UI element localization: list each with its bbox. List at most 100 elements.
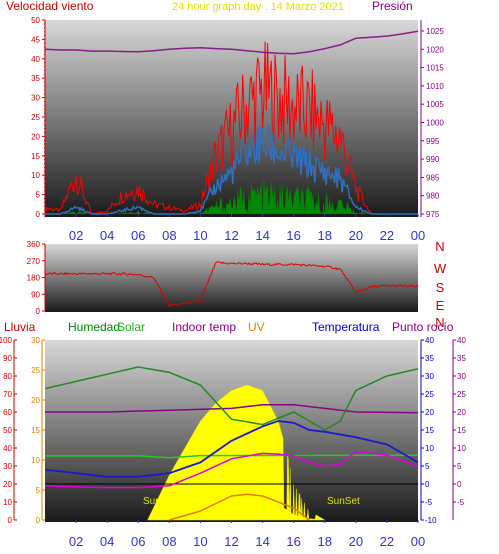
dew-tick-label: 40: [457, 336, 466, 345]
pressure-tick-label: 1010: [426, 82, 444, 91]
direction-tick-label: 270: [27, 257, 41, 266]
temp-tick-label: 10: [425, 444, 434, 453]
lluvia-tick-label: 50: [3, 426, 12, 435]
wind-tick-label: 30: [31, 94, 40, 103]
humidity-line: [44, 366, 419, 431]
temp-tick-label: 25: [425, 390, 434, 399]
x-tick-label: 04: [100, 228, 114, 243]
x-tick-label: 00: [411, 228, 425, 243]
dew-tick-label: 5: [457, 462, 462, 471]
x-tick-label: 12: [224, 228, 238, 243]
chart-title: 24 hour graph day . 14 Marzo 2021: [172, 1, 344, 13]
x-tick-label: 08: [162, 534, 176, 549]
temp-tick-label: 20: [425, 408, 434, 417]
x-tick-label: 04: [100, 534, 114, 549]
dew-tick-label: -5: [457, 498, 465, 507]
legend-indoor-temp: Indoor temp: [172, 320, 236, 334]
legend-temperatura: Temperatura: [312, 320, 380, 334]
x-tick-label: 02: [69, 228, 83, 243]
lluvia-tick-label: 80: [3, 372, 12, 381]
temp-tick-label: 0: [425, 480, 430, 489]
wind-tick-label: 5: [36, 191, 41, 200]
uv-line: [169, 493, 310, 521]
uv-tick-label: 20: [31, 396, 40, 405]
pressure-tick-label: 1000: [426, 118, 444, 127]
lluvia-tick-label: 20: [3, 480, 12, 489]
pressure-label: Presión: [372, 0, 413, 13]
wind-tick-label: 15: [31, 152, 40, 161]
compass-label-w: W: [434, 261, 447, 276]
legend-uv: UV: [248, 320, 265, 334]
pressure-tick-label: 1020: [426, 45, 444, 54]
dew-point-line: [44, 450, 419, 489]
wind-tick-label: 45: [31, 35, 40, 44]
chart-marks: 0510152025303540455097598098599099510001…: [0, 16, 466, 549]
legend-solar: Solar: [117, 320, 145, 334]
x-tick-label: 00: [411, 534, 425, 549]
direction-panel-bg: [45, 244, 418, 312]
pressure-tick-label: 995: [426, 137, 440, 146]
direction-tick-label: 180: [27, 274, 41, 283]
uv-tick-label: 5: [36, 486, 41, 495]
x-tick-label: 10: [193, 534, 207, 549]
x-tick-label: 14: [255, 534, 269, 549]
solar-area: [147, 384, 326, 521]
x-tick-label: 14: [255, 228, 269, 243]
lluvia-tick-label: 100: [0, 336, 13, 345]
dew-tick-label: 20: [457, 408, 466, 417]
wind-tick-label: 25: [31, 113, 40, 122]
lluvia-tick-label: 90: [3, 354, 12, 363]
compass-label-s: S: [436, 280, 445, 295]
temperature-line: [44, 420, 419, 478]
x-tick-label: 18: [318, 534, 332, 549]
dew-tick-label: 15: [457, 426, 466, 435]
temp-tick-label: -5: [425, 498, 433, 507]
uv-tick-label: 25: [31, 366, 40, 375]
x-tick-label: 06: [131, 228, 145, 243]
lluvia-tick-label: 70: [3, 390, 12, 399]
wind-tick-label: 20: [31, 132, 40, 141]
wind-panel-bg: [45, 20, 418, 217]
x-tick-label: 18: [318, 228, 332, 243]
lluvia-tick-label: 40: [3, 444, 12, 453]
temp-tick-label: 5: [425, 462, 430, 471]
direction-tick-label: 360: [27, 240, 41, 249]
pressure-tick-label: 980: [426, 192, 440, 201]
pressure-tick-label: 975: [426, 210, 440, 219]
x-tick-label: 16: [286, 534, 300, 549]
dew-tick-label: 10: [457, 444, 466, 453]
uv-tick-label: 0: [36, 516, 41, 525]
x-tick-label: 22: [380, 534, 394, 549]
dew-tick-label: 30: [457, 372, 466, 381]
wind-tick-label: 0: [36, 210, 41, 219]
x-tick-label: 08: [162, 228, 176, 243]
temp-tick-label: 35: [425, 354, 434, 363]
wind-tick-label: 35: [31, 74, 40, 83]
legend-punto-rocio: Punto rocío: [392, 320, 454, 334]
pressure-tick-label: 1005: [426, 100, 444, 109]
wind-tick-label: 10: [31, 171, 40, 180]
dew-tick-label: 35: [457, 354, 466, 363]
dew-tick-label: 0: [457, 480, 462, 489]
x-tick-label: 16: [286, 228, 300, 243]
x-tick-label: 02: [69, 534, 83, 549]
compass-label-e: E: [436, 298, 445, 313]
x-tick-label: 22: [380, 228, 394, 243]
direction-tick-label: 0: [36, 307, 41, 316]
temp-tick-label: -10: [425, 516, 437, 525]
pressure-tick-label: 1025: [426, 27, 444, 36]
x-tick-label: 20: [349, 534, 363, 549]
legend-lluvia: Lluvia: [4, 320, 36, 334]
x-tick-label: 10: [193, 228, 207, 243]
direction-tick-label: 90: [31, 290, 40, 299]
lluvia-tick-label: 10: [3, 498, 12, 507]
pressure-line: [44, 30, 419, 55]
temp-tick-label: 15: [425, 426, 434, 435]
temp-tick-label: 40: [425, 336, 434, 345]
compass-label-n: N: [435, 239, 444, 254]
wind-tick-label: 40: [31, 55, 40, 64]
x-tick-label: 06: [131, 534, 145, 549]
compass-label-n: N: [435, 315, 444, 330]
